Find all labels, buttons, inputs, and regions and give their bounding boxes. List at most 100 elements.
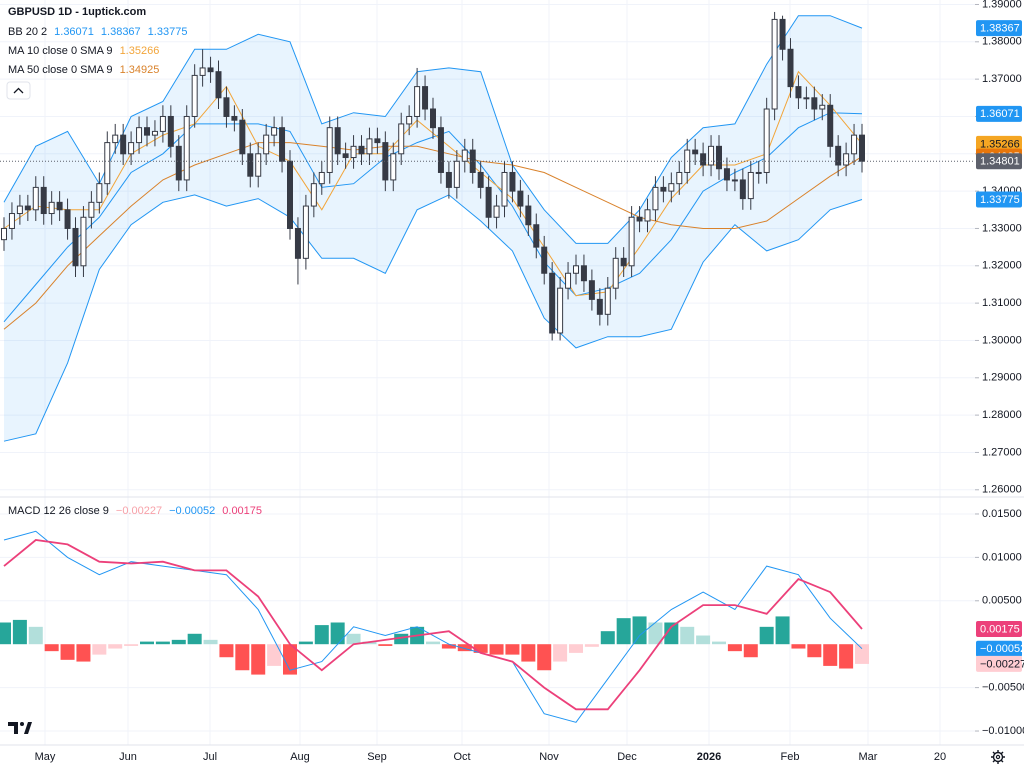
price-badge-label: −0.00052 <box>980 643 1024 655</box>
candle-body <box>588 280 595 300</box>
histogram-bar <box>584 644 599 647</box>
histogram-bar <box>489 644 504 655</box>
bb-lower <box>3 194 863 442</box>
candle-body <box>525 205 532 226</box>
candle-body <box>723 168 730 181</box>
histogram-bar <box>505 644 520 655</box>
candle-body <box>406 115 413 125</box>
candle-body <box>620 257 627 267</box>
y-tick-label: −0.01000 <box>982 725 1024 737</box>
candle-body <box>390 153 397 181</box>
price-badge <box>976 640 1022 657</box>
indicator-value: −0.00227 <box>116 505 162 517</box>
histogram-bar <box>553 644 568 662</box>
histogram-bar <box>171 639 186 645</box>
candle-body <box>660 186 667 192</box>
settings-gear[interactable] <box>991 750 1005 764</box>
candle-body <box>541 246 548 274</box>
indicator-value: 1.35266 <box>120 45 160 57</box>
candle-body <box>755 171 762 174</box>
histogram-bar <box>537 644 552 671</box>
candle-body <box>787 48 794 88</box>
price-badge-label: 0.00175 <box>980 623 1020 635</box>
histogram-bar <box>791 644 806 649</box>
histogram-bar <box>267 644 282 666</box>
collapse-button[interactable] <box>6 81 31 100</box>
histogram-bar <box>759 626 774 645</box>
candle-body <box>199 67 206 76</box>
histogram-bar <box>426 641 440 645</box>
candle-body <box>708 145 715 166</box>
candle-body <box>80 216 87 267</box>
candle-body <box>835 145 842 166</box>
candle-body <box>255 153 262 177</box>
candle-body <box>191 74 198 117</box>
x-tick-label: Sep <box>367 751 387 763</box>
candle-body <box>358 145 365 155</box>
candle-body <box>136 127 143 144</box>
histogram-bar <box>712 641 726 645</box>
candle-body <box>533 224 540 248</box>
histogram-bar <box>203 639 218 645</box>
indicator-value: 0.00175 <box>222 505 262 517</box>
histogram-bar <box>600 631 615 645</box>
y-tick-label: 0.00500 <box>982 595 1022 607</box>
chart-title: GBPUSD 1D - 1uptick.com <box>8 6 146 18</box>
candle-body <box>40 186 47 215</box>
histogram-bar <box>457 644 472 652</box>
x-tick-label: Jul <box>203 751 217 763</box>
candle-body <box>573 265 579 274</box>
candle-body <box>294 227 301 259</box>
histogram-bar <box>839 644 854 669</box>
histogram-bar <box>235 644 250 671</box>
candle-body <box>64 209 71 229</box>
candle-body <box>366 138 373 155</box>
price-badge <box>976 621 1022 638</box>
candle-body <box>8 213 15 229</box>
histogram-bar <box>855 644 869 664</box>
price-badge <box>976 20 1022 37</box>
x-tick-label: 2026 <box>697 751 721 763</box>
x-tick-label: Mar <box>859 751 878 763</box>
candle-body <box>747 171 754 200</box>
price-badge <box>976 105 1022 122</box>
candle-body <box>1 227 7 241</box>
y-tick-label: 1.32000 <box>982 260 1022 272</box>
indicator-value: 1.34925 <box>120 64 160 76</box>
x-tick-label: 20 <box>934 751 946 763</box>
y-tick-label: 1.27000 <box>982 446 1022 458</box>
candle-body <box>501 171 508 207</box>
histogram-bar <box>314 625 329 645</box>
candle-body <box>88 201 95 218</box>
y-tick-label: 1.37000 <box>982 73 1022 85</box>
candle-body <box>96 183 103 203</box>
indicator-value: −0.00052 <box>169 505 215 517</box>
candle-body <box>676 171 683 185</box>
histogram-bar <box>12 619 27 645</box>
histogram-bar <box>346 633 361 645</box>
candle-body <box>565 272 572 289</box>
price-badge <box>976 191 1022 208</box>
candle-body <box>461 149 468 162</box>
x-tick-label: Oct <box>453 751 470 763</box>
x-tick-label: Nov <box>539 751 559 763</box>
price-badge-label: 1.35266 <box>980 138 1020 150</box>
x-tick-label: Jun <box>119 751 137 763</box>
candle-body <box>350 145 357 159</box>
indicator-value: 1.38367 <box>101 26 141 38</box>
histogram-bar <box>823 644 838 666</box>
candle-body <box>612 257 619 289</box>
candle-body <box>326 127 333 173</box>
x-tick-label: Aug <box>290 751 310 763</box>
histogram-bar <box>807 644 822 658</box>
y-tick-label: 1.39000 <box>982 0 1022 10</box>
candle-body <box>692 149 699 155</box>
y-tick-label: 1.26000 <box>982 484 1022 496</box>
histogram-bar <box>378 644 393 646</box>
histogram-bar <box>521 644 536 662</box>
y-tick-label: 1.31000 <box>982 297 1022 309</box>
logo[interactable] <box>8 722 32 734</box>
candle-body <box>287 160 293 229</box>
candle-body <box>398 123 405 155</box>
